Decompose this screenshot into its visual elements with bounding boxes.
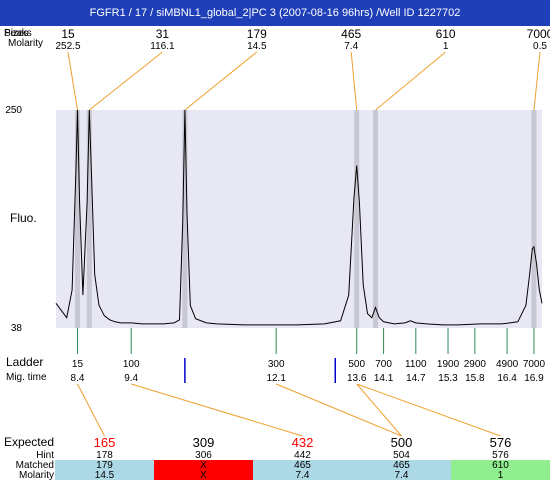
hint-value: 306 xyxy=(195,450,212,461)
peak-molarity-label: 14.5 xyxy=(247,41,267,52)
matched-value: 610 xyxy=(492,460,509,471)
expected-value: 500 xyxy=(391,435,413,450)
ladder-size-label: 2900 xyxy=(464,359,487,370)
peak-size-label: 31 xyxy=(156,27,170,41)
peak-size-label: 179 xyxy=(247,27,267,41)
matched-cell xyxy=(352,460,451,480)
mig-time-label: Mig. time xyxy=(6,372,47,383)
peak-size-label: 610 xyxy=(436,27,456,41)
molarity-value: 7.4 xyxy=(296,470,310,480)
molarity-value: 7.4 xyxy=(395,470,409,480)
ladder-size-label: 700 xyxy=(375,359,392,370)
peak-callout-line xyxy=(350,51,358,111)
ladder-time-label: 9.4 xyxy=(124,373,138,384)
table-links xyxy=(77,383,501,437)
peak-molarity-label: 0.5 xyxy=(533,41,547,52)
table-link-line xyxy=(356,383,501,437)
expected-table: 16517817914.5309306XX4324424657.45005044… xyxy=(55,435,550,480)
matched-cell xyxy=(451,460,550,480)
molarity-value: 1 xyxy=(498,470,504,480)
peak-band xyxy=(354,110,360,328)
ladder-time-label: 15.8 xyxy=(465,373,485,384)
hint-label: Hint xyxy=(36,450,54,461)
molarity-value: X xyxy=(200,470,207,480)
matched-label: Matched xyxy=(16,460,54,471)
ladder-size-label: 500 xyxy=(348,359,365,370)
peak-callout-line xyxy=(375,51,446,111)
ladder-size-label: 1900 xyxy=(437,359,460,370)
peak-size-label: 15 xyxy=(61,27,75,41)
ladder-size-label: 300 xyxy=(268,359,285,370)
ladder-size-label: 4900 xyxy=(496,359,519,370)
sizes-label-a: Sizes xyxy=(4,28,28,39)
ladder-size-label: 1100 xyxy=(405,359,427,370)
expected-value: 165 xyxy=(94,435,116,450)
ladder-time-label: 15.3 xyxy=(438,373,458,384)
peak-band xyxy=(531,110,537,328)
peak-callout-line xyxy=(88,51,163,111)
peak-callout-line xyxy=(533,51,541,111)
expected-label: Expected xyxy=(4,435,54,449)
ladder-size-label: 15 xyxy=(72,359,84,370)
ladder-time-label: 16.4 xyxy=(497,373,517,384)
matched-value: 179 xyxy=(96,460,113,471)
matched-value: 465 xyxy=(393,460,410,471)
peak-molarity-label: 7.4 xyxy=(344,41,358,52)
hint-value: 442 xyxy=(294,450,311,461)
matched-cell xyxy=(154,460,253,480)
peak-bands xyxy=(74,110,537,328)
ladder-size-label: 7000 xyxy=(523,359,546,370)
ladder-label: Ladder xyxy=(6,355,43,369)
expected-value: 432 xyxy=(292,435,314,450)
ladder-marks: 15 8.4 100 9.4 300 12.1 500 13.6 700 14.1 1100 14.7… xyxy=(71,328,546,384)
table-link-line xyxy=(356,383,402,437)
peak-molarity-label: 252.5 xyxy=(55,41,80,52)
peak-molarity-label: 1 xyxy=(443,41,449,52)
fluorescence-trace xyxy=(55,109,543,326)
peak-size-label: 7000 xyxy=(527,27,550,41)
sizes-label-b: Peaks xyxy=(4,28,32,39)
hint-value: 504 xyxy=(393,450,410,461)
molarity-value: 14.5 xyxy=(95,470,115,480)
ladder-time-label: 12.1 xyxy=(266,373,286,384)
table-link-line xyxy=(275,383,402,437)
molarity-row-label: Molarity xyxy=(19,470,54,480)
ladder-time-label: 14.1 xyxy=(374,373,394,384)
hint-value: 178 xyxy=(96,450,113,461)
expected-value: 576 xyxy=(490,435,512,450)
matched-value: 465 xyxy=(294,460,311,471)
peak-size-label: 465 xyxy=(341,27,361,41)
molarity-header-label: Molarity xyxy=(8,38,43,49)
table-link-line xyxy=(131,383,303,437)
peak-band xyxy=(373,110,379,328)
table-link-line xyxy=(77,383,105,437)
peak-callout-line xyxy=(184,51,258,111)
peak-band xyxy=(86,110,92,328)
peak-callout-line xyxy=(67,51,78,111)
ladder-time-label: 8.4 xyxy=(71,373,85,384)
peak-band xyxy=(182,110,188,328)
ladder-time-label: 14.7 xyxy=(406,373,426,384)
expected-value: 309 xyxy=(193,435,215,450)
y-tick-bottom: 38 xyxy=(11,323,23,334)
y-tick-top: 250 xyxy=(5,105,22,116)
peak-band xyxy=(74,110,80,328)
peak-molarity-label: 116.1 xyxy=(150,41,175,52)
window-title: FGFR1 / 17 / siMBNL1_global_2|PC 3 (2007… xyxy=(0,0,550,26)
matched-value: X xyxy=(200,460,207,471)
ladder-time-label: 13.6 xyxy=(347,373,367,384)
matched-cell xyxy=(55,460,154,480)
y-axis-label: Fluo. xyxy=(10,211,37,225)
plot-area xyxy=(56,110,542,328)
matched-cell xyxy=(253,460,352,480)
ladder-time-label: 16.9 xyxy=(524,373,544,384)
ladder-size-label: 100 xyxy=(123,359,140,370)
hint-value: 576 xyxy=(492,450,509,461)
